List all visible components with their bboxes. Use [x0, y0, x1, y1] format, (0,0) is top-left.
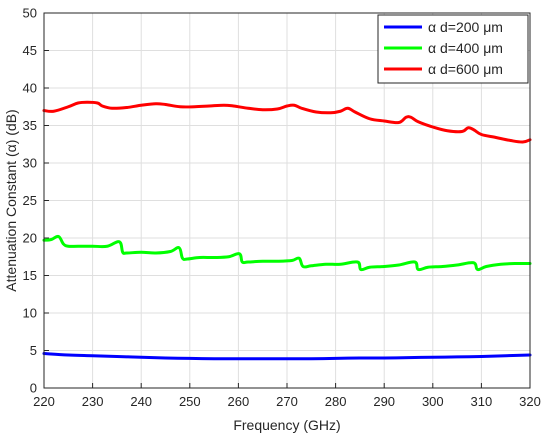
- legend: α d=200 μm α d=400 μm α d=600 μm: [377, 14, 529, 84]
- x-tick-label: 270: [276, 394, 298, 409]
- series-line-1: [42, 352, 532, 361]
- gridlines: [44, 13, 530, 388]
- legend-label-1: α d=200 μm: [428, 19, 503, 35]
- y-tick-label: 15: [23, 268, 37, 283]
- y-axis-label: Attenuation Constant (α) (dB): [3, 109, 19, 291]
- plot-frame: [43, 12, 531, 389]
- y-tick-label: 5: [30, 343, 37, 358]
- x-tick-label: 310: [471, 394, 493, 409]
- series-line-2: [42, 234, 532, 272]
- x-tick-label: 240: [130, 394, 152, 409]
- x-tick-label: 290: [373, 394, 395, 409]
- x-tick-label: 220: [33, 394, 55, 409]
- x-tick-label: 250: [179, 394, 201, 409]
- y-tick-label: 40: [23, 81, 37, 96]
- y-tick-label: 45: [23, 43, 37, 58]
- y-tick-label: 10: [23, 306, 37, 321]
- legend-items: α d=200 μm α d=400 μm α d=600 μm: [384, 19, 503, 77]
- y-tick-label: 25: [23, 193, 37, 208]
- y-tick-label: 0: [30, 381, 37, 396]
- x-tick-label: 320: [519, 394, 541, 409]
- series-line-3: [42, 100, 532, 144]
- y-tick-label: 20: [23, 231, 37, 246]
- legend-label-3: α d=600 μm: [428, 61, 503, 77]
- x-tick-label: 280: [325, 394, 347, 409]
- x-axis-ticks: 220 230 240 250 260 270 280 290 300 310 320: [33, 383, 541, 409]
- y-axis-ticks: 0 5 10 15 20 25 30 35 40 45 50: [23, 6, 49, 396]
- series-lines: [42, 100, 532, 361]
- x-tick-label: 230: [82, 394, 104, 409]
- legend-label-2: α d=400 μm: [428, 40, 503, 56]
- y-tick-label: 35: [23, 118, 37, 133]
- x-axis-label: Frequency (GHz): [233, 417, 340, 433]
- x-tick-label: 300: [422, 394, 444, 409]
- y-tick-label: 30: [23, 156, 37, 171]
- y-tick-label: 50: [23, 6, 37, 21]
- x-tick-label: 260: [228, 394, 250, 409]
